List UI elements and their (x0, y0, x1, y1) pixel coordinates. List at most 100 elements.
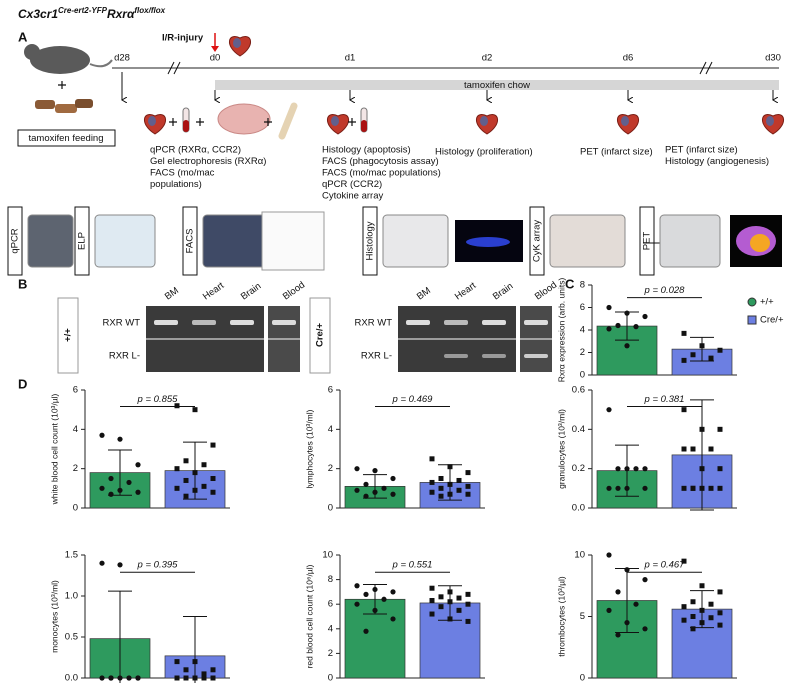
data-point (681, 446, 687, 452)
data-point (99, 560, 105, 566)
method-box (7, 206, 23, 276)
y-axis-label: lymphocytes (10³/ml) (304, 409, 314, 488)
readout: qPCR (CCR2) (322, 179, 382, 190)
data-point (681, 407, 687, 413)
plus (348, 118, 356, 126)
data-point (447, 599, 453, 605)
lane-label: Blood (533, 280, 559, 303)
method-label: Histology (365, 221, 376, 260)
data-point (192, 659, 198, 665)
data-point (210, 489, 216, 495)
data-point (624, 485, 630, 491)
method-box (639, 206, 655, 276)
data-point (708, 601, 714, 607)
y-axis-label: granulocytes (10³/ml) (556, 409, 566, 489)
data-point (183, 675, 189, 681)
data-point (174, 675, 180, 681)
band (192, 320, 216, 325)
data-point (465, 483, 471, 489)
day-label: d6 (623, 53, 634, 64)
method-device (549, 214, 626, 268)
data-point (708, 485, 714, 491)
data-point (633, 601, 639, 607)
method-label: CyK array (532, 220, 543, 262)
data-point (372, 489, 378, 495)
data-point (372, 468, 378, 474)
data-point (681, 617, 687, 623)
data-point (465, 618, 471, 624)
data-point (681, 485, 687, 491)
data-point (390, 491, 396, 497)
data-point (108, 675, 114, 681)
y-tick-label: 10 (322, 550, 333, 561)
y-tick-label: 0 (580, 673, 585, 683)
genotype-label: Cre/+ (315, 323, 326, 347)
y-tick-label: 4 (328, 623, 333, 634)
data-point (210, 667, 216, 673)
readout: populations) (150, 179, 202, 190)
data-point (690, 614, 696, 619)
data-point (456, 487, 462, 493)
readout: FACS (mo/mac populations) (322, 168, 441, 179)
data-point (438, 493, 444, 499)
method-box (182, 206, 198, 276)
data-point (624, 620, 630, 626)
method-box (74, 206, 90, 276)
panel-label: C (565, 276, 575, 291)
data-point (201, 675, 207, 681)
data-point (465, 470, 471, 476)
data-point (135, 462, 141, 468)
data-point (606, 607, 612, 613)
data-point (174, 403, 180, 409)
data-point (708, 355, 714, 361)
data-point (606, 304, 612, 311)
data-point (447, 491, 453, 497)
heart-icon (480, 116, 488, 126)
legend-label: +/+ (760, 297, 774, 308)
injury-label: I/R-injury (162, 33, 204, 44)
data-point (708, 615, 714, 621)
y-tick-label: 0.0 (65, 673, 78, 683)
readout: Cytokine array (322, 191, 383, 202)
data-point (642, 466, 648, 472)
y-axis-label: white blood cell count (10³/µl) (49, 393, 59, 505)
data-point (99, 485, 105, 491)
data-point (690, 446, 696, 452)
mouse (89, 59, 113, 68)
data-point (615, 589, 621, 595)
readout: Histology (angiogenesis) (665, 156, 769, 167)
data-point (717, 466, 723, 472)
lane-label: BM (415, 285, 433, 302)
readout: FACS (phagocytosis assay) (322, 156, 439, 167)
panel-label: A (18, 29, 28, 44)
y-tick-label: 4 (328, 424, 333, 435)
data-point (429, 598, 435, 604)
band (272, 320, 296, 325)
data-point (447, 464, 453, 470)
lane-label: Heart (201, 280, 227, 303)
data-point (354, 583, 360, 589)
readout: Histology (proliferation) (435, 147, 533, 158)
data-point (438, 476, 444, 481)
genotype-label: +/+ (63, 328, 74, 342)
data-point (135, 489, 141, 495)
y-axis-label: thrombocytes (10³/µl) (556, 576, 566, 657)
lane-label: Brain (491, 281, 515, 303)
data-point (429, 489, 435, 495)
legend-swatch (747, 315, 757, 325)
data-point (717, 426, 723, 432)
band (524, 354, 548, 358)
data-point (363, 481, 369, 487)
data-point (456, 607, 462, 613)
data-point (699, 583, 705, 589)
data-point (429, 456, 435, 462)
heart-icon (148, 116, 156, 126)
method-label: qPCR (10, 228, 21, 253)
chow-label: tamoxifen chow (464, 80, 530, 91)
legend-label: Cre/+ (760, 315, 784, 326)
data-point (615, 466, 621, 472)
data-point (117, 675, 123, 681)
data-point (465, 491, 471, 497)
data-point (681, 330, 687, 336)
data-point (624, 466, 630, 472)
